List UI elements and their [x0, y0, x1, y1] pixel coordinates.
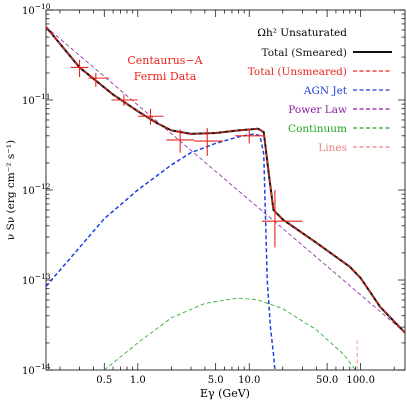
legend-label-total-unsmeared: Total (Unsmeared) [248, 66, 347, 78]
data-point [166, 129, 195, 153]
data-point [70, 59, 89, 78]
series-line-total-unsmeared [46, 26, 405, 334]
data-point [235, 128, 264, 144]
y-tick-label: 10−11 [22, 92, 51, 107]
data-point [137, 108, 164, 125]
x-tick-label: 100.0 [346, 375, 375, 386]
legend-label-lines: Lines [318, 142, 347, 154]
x-tick-label: 10.0 [238, 375, 260, 386]
x-tick-label: 5.0 [208, 375, 224, 386]
annotation-line-1: Centaurus−A [127, 54, 203, 67]
y-tick-labels: 10−10 10−11 10−12 10−13 10−14 [22, 2, 51, 377]
x-tick-label: 0.5 [96, 375, 112, 386]
legend-label-total-smeared: Total (Smeared) [262, 47, 347, 59]
x-tick-label: 50.0 [316, 375, 338, 386]
x-axis-label: Eγ (GeV) [200, 387, 250, 400]
annotation-line-2: Fermi Data [134, 70, 197, 83]
legend-label-power-law: Power Law [288, 104, 347, 116]
data-point [194, 127, 223, 156]
data-point [111, 94, 138, 106]
legend-label-agn-jet: AGN Jet [303, 85, 348, 97]
data-annotation: Centaurus−A Fermi Data [127, 54, 203, 83]
legend: Ωh² Unsaturated Total (Smeared) Total (Un… [248, 27, 392, 154]
data-point [88, 72, 109, 87]
y-axis-label: ν Sν (erg cm⁻² s⁻¹) [5, 140, 17, 240]
legend-title: Ωh² Unsaturated [257, 27, 347, 39]
x-tick-label: 1.0 [130, 375, 146, 386]
y-tick-label: 10−13 [22, 272, 51, 287]
x-tick-labels: 0.5 1.0 5.0 10.0 50.0 100.0 [96, 375, 375, 386]
y-tick-label: 10−12 [22, 182, 51, 197]
series-line-continuum [104, 297, 356, 370]
legend-label-continuum: Continuum [288, 123, 347, 135]
fermi-data-points [70, 59, 303, 248]
y-tick-label: 10−10 [22, 2, 51, 17]
y-tick-label: 10−14 [22, 362, 51, 377]
plot-frame [45, 9, 406, 371]
axis-ticks [46, 9, 405, 371]
series-line-agn-jet [46, 133, 276, 370]
data-point [261, 190, 303, 248]
series-line-power-law [46, 26, 405, 333]
